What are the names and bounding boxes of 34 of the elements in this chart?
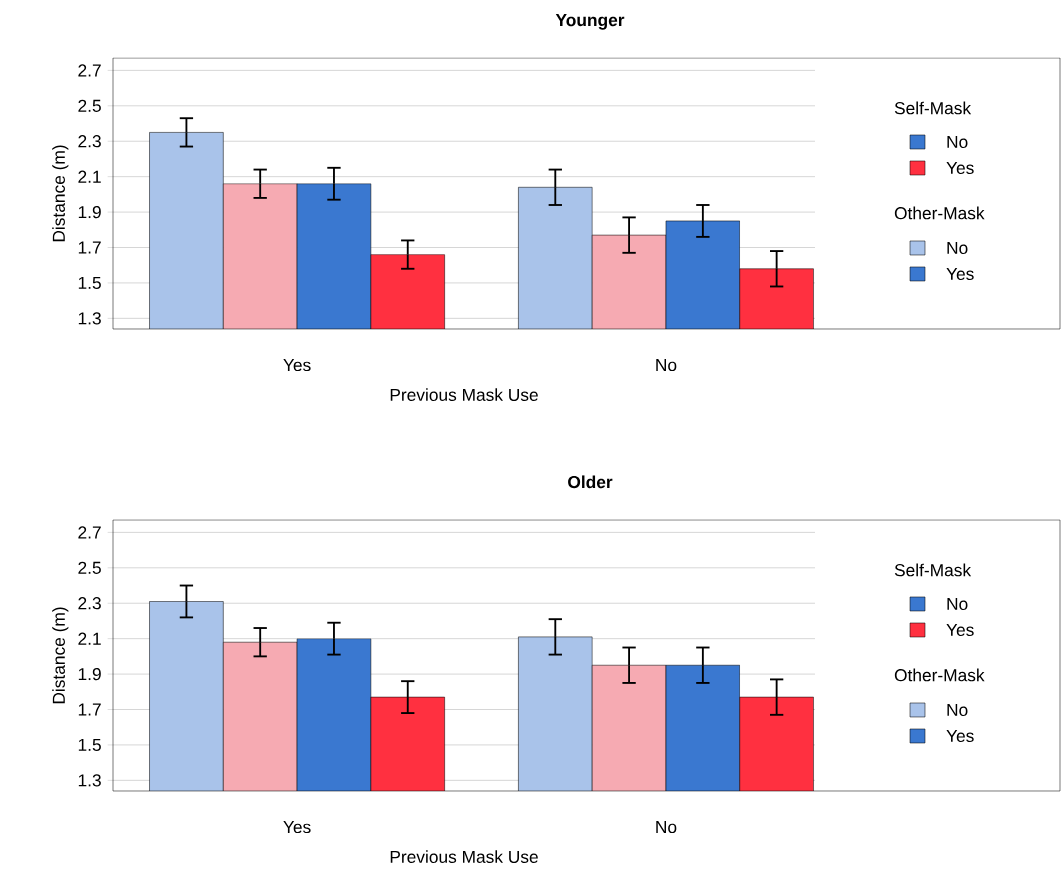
y-tick-label: 1.3 (78, 312, 101, 325)
text: Yes (946, 623, 974, 637)
x-axis-title: Previous Mask Use (390, 850, 538, 864)
text: Yes (946, 729, 974, 743)
y-tick-label: 2.3 (78, 135, 101, 148)
y-tick-label: 2.1 (78, 632, 101, 645)
y-tick-label: 1.7 (78, 703, 101, 716)
chart-title: Older (568, 475, 613, 489)
y-tick-label: 2.7 (78, 526, 101, 539)
y-tick-label: 1.9 (78, 667, 101, 681)
text: Other-Mask (894, 668, 985, 682)
y-tick-label: 2.1 (78, 170, 101, 183)
text: Yes (946, 161, 974, 175)
x-axis-title: Previous Mask Use (390, 388, 538, 402)
y-tick-label: 1.5 (78, 738, 101, 751)
text: Yes (946, 267, 974, 281)
y-tick-label: 1.5 (78, 276, 101, 289)
y-tick-label: 2.5 (78, 99, 101, 112)
y-tick-label: 2.3 (78, 597, 101, 610)
y-axis-title: Distance (m) (52, 145, 69, 242)
y-tick-label: 1.9 (78, 205, 101, 219)
y-tick-label: 2.7 (78, 64, 101, 77)
text: No (947, 703, 968, 717)
text: No (947, 597, 968, 611)
text: No (947, 135, 968, 149)
text: Other-Mask (894, 206, 985, 220)
text: Self-Mask (894, 563, 972, 577)
y-axis-title: Distance (m) (52, 607, 69, 704)
y-tick-label: 2.5 (78, 561, 101, 574)
y-tick-label: 1.7 (78, 241, 101, 254)
y-tick-label: 1.3 (78, 774, 101, 787)
text: No (947, 241, 968, 255)
chart-title: Younger (555, 14, 625, 30)
text: Self-Mask (894, 101, 972, 115)
